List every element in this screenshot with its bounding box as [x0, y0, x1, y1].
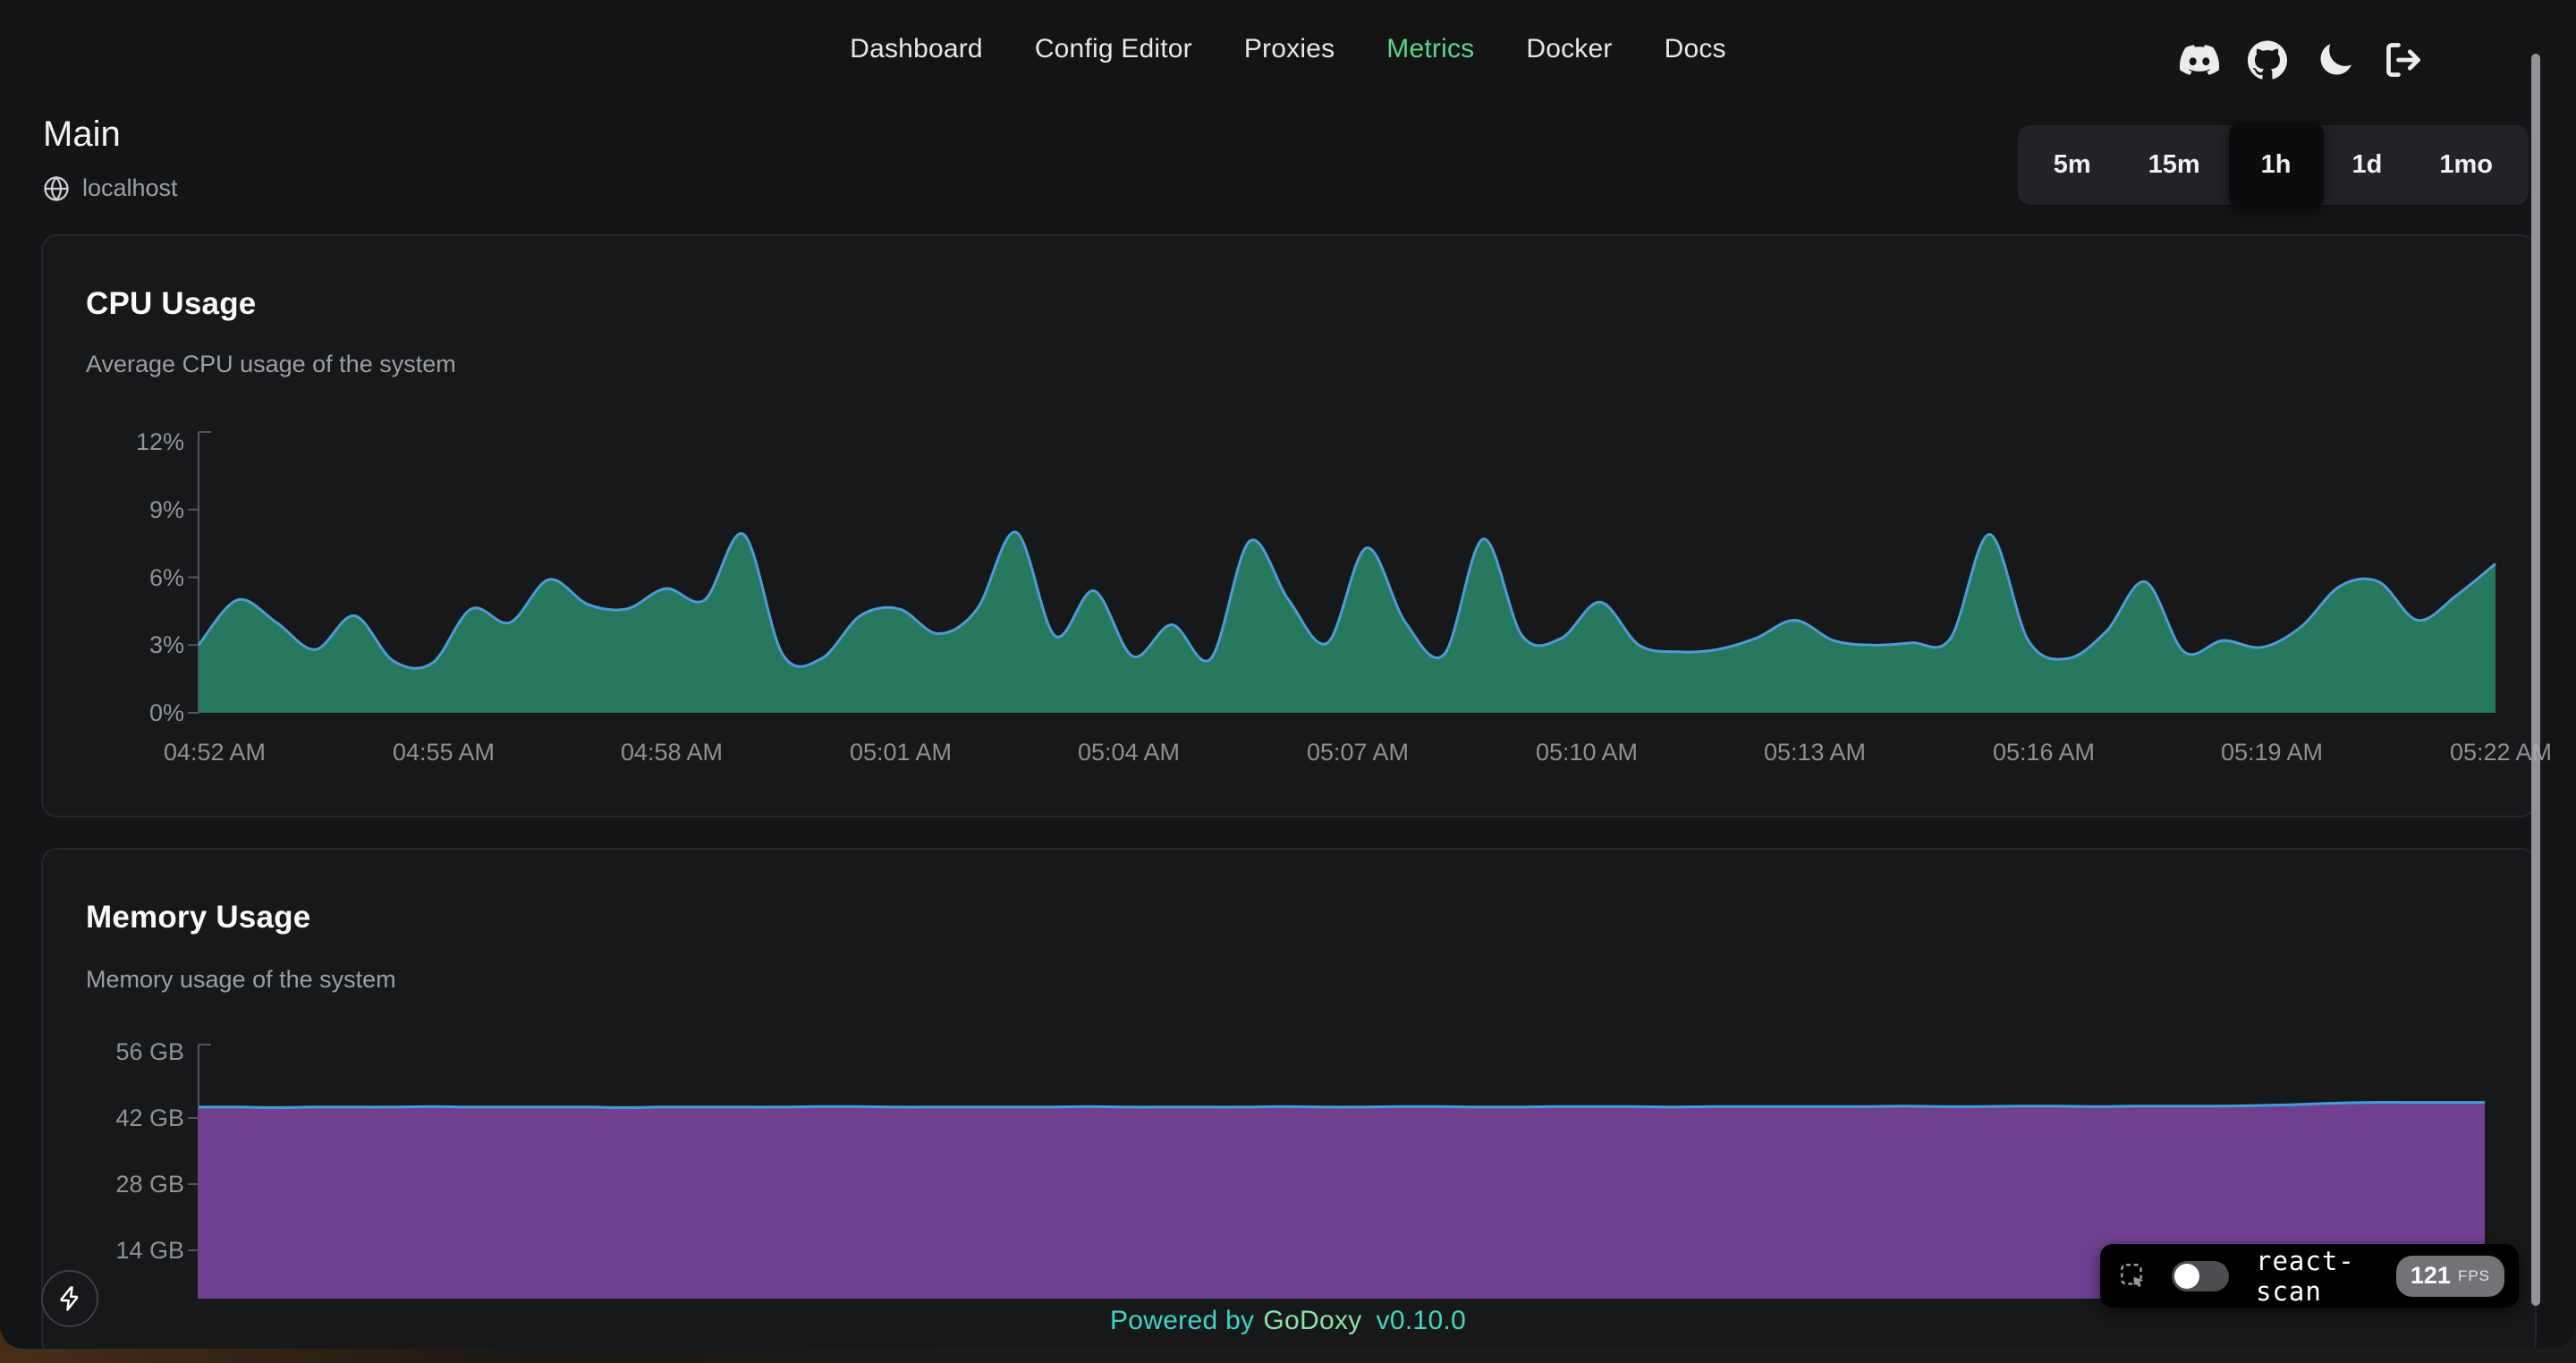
nav-item-proxies[interactable]: Proxies: [1243, 34, 1335, 63]
memory-card-title: Memory Usage: [86, 900, 311, 935]
range-option-1d[interactable]: 1d: [2351, 150, 2383, 179]
lightning-icon: [60, 1286, 79, 1311]
nav-icon-group: [2179, 39, 2424, 80]
discord-icon[interactable]: [2179, 39, 2220, 80]
nav-item-dashboard[interactable]: Dashboard: [850, 34, 983, 63]
range-option-1h[interactable]: 1h: [2228, 122, 2324, 208]
host-name: localhost: [82, 174, 178, 201]
cpu-card-title: CPU Usage: [86, 286, 257, 321]
theme-moon-icon[interactable]: [2315, 39, 2356, 80]
toggle-knob: [2174, 1263, 2199, 1289]
cpu-card-subtitle: Average CPU usage of the system: [86, 351, 456, 377]
react-scan-widget: react-scan 121 FPS: [2100, 1244, 2519, 1308]
page-header: Main localhost: [43, 114, 178, 202]
nav-item-metrics[interactable]: Metrics: [1386, 34, 1475, 63]
range-option-5m[interactable]: 5m: [2053, 150, 2091, 179]
lightning-button[interactable]: [41, 1270, 98, 1327]
fps-value: 121: [2410, 1262, 2451, 1289]
globe-icon: [44, 175, 69, 201]
github-icon[interactable]: [2247, 39, 2288, 80]
footer: Powered by GoDoxy v0.10.0: [0, 1306, 2576, 1336]
range-option-1mo[interactable]: 1mo: [2439, 150, 2493, 179]
memory-card-subtitle: Memory usage of the system: [86, 966, 396, 993]
logout-icon[interactable]: [2383, 39, 2424, 80]
footer-version: v0.10.0: [1376, 1306, 1467, 1335]
nav-item-config-editor[interactable]: Config Editor: [1034, 34, 1192, 63]
react-scan-label: react-scan: [2256, 1245, 2355, 1307]
cpu-usage-card: CPU Usage Average CPU usage of the syste…: [41, 234, 2537, 817]
inspect-icon[interactable]: [2118, 1258, 2148, 1294]
nav-item-docs[interactable]: Docs: [1664, 34, 1726, 63]
fps-badge: 121 FPS: [2395, 1255, 2504, 1297]
footer-brand-link[interactable]: GoDoxy: [1263, 1306, 1362, 1335]
fps-unit: FPS: [2457, 1266, 2490, 1284]
nav-item-docker[interactable]: Docker: [1526, 34, 1613, 63]
top-navigation: Dashboard Config Editor Proxies Metrics …: [0, 0, 2576, 98]
footer-powered-by: Powered by: [1109, 1306, 1255, 1335]
scrollbar[interactable]: [2531, 54, 2540, 1306]
time-range-selector: 5m 15m 1h 1d 1mo: [2017, 122, 2529, 208]
page-title: Main: [43, 114, 121, 154]
react-scan-toggle[interactable]: [2172, 1260, 2229, 1291]
range-option-15m[interactable]: 15m: [2148, 150, 2200, 179]
